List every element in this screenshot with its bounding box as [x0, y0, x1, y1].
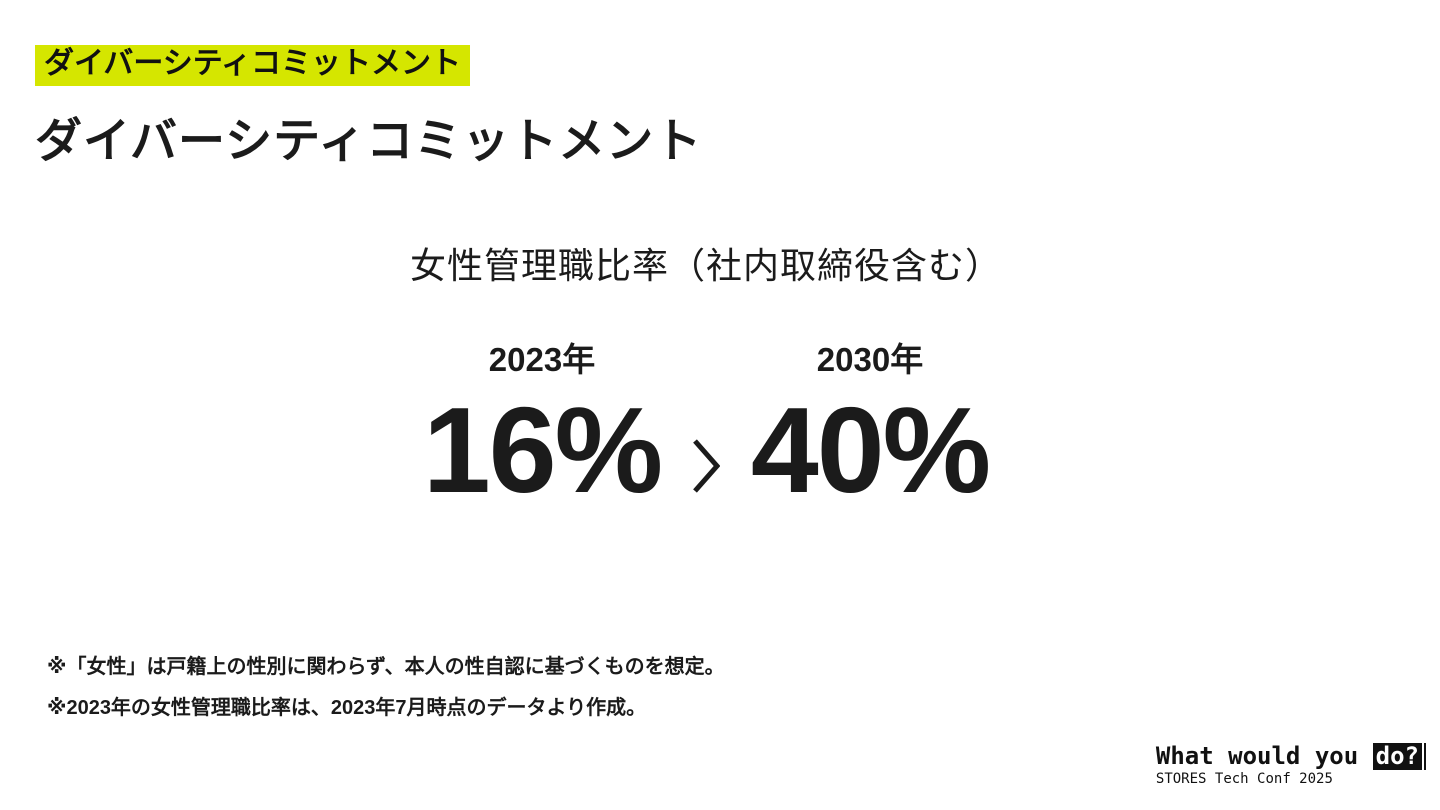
- footnotes: ※「女性」は戸籍上の性別に関わらず、本人の性自認に基づくものを想定。 ※2023…: [47, 655, 725, 737]
- stat-2030-year-label: 2030年: [816, 340, 924, 378]
- brand-logo-subtitle: STORES Tech Conf 2025: [1155, 771, 1333, 787]
- footnote-gender-definition: ※「女性」は戸籍上の性別に関わらず、本人の性自認に基づくものを想定。: [47, 656, 725, 678]
- footnote-data-source: ※2023年の女性管理職比率は、2023年7月時点のデータより作成。: [47, 697, 647, 719]
- text-cursor-icon: [1424, 742, 1426, 770]
- stat-2030-value: 40%: [750, 382, 991, 519]
- section-tag: ダイバーシティコミットメント: [35, 45, 470, 86]
- section-tag-label: ダイバーシティコミットメント: [44, 47, 461, 80]
- stat-2030: 2030年 40%: [721, 340, 1019, 512]
- brand-logo-tagline-text: What would you: [1155, 742, 1373, 771]
- stats-block: 女性管理職比率（社内取締役含む） 2023年 16% 2030年 40%: [0, 246, 1412, 511]
- stat-2023-value: 16%: [422, 382, 663, 519]
- chevron-right-icon: [691, 438, 721, 493]
- page-title: ダイバーシティコミットメント: [35, 114, 703, 167]
- brand-logo-tagline: What would you do?: [1155, 742, 1426, 771]
- stat-2023-year-label: 2023年: [488, 340, 596, 378]
- brand-logo: What would you do? STORES Tech Conf 2025: [1155, 742, 1426, 787]
- stat-2023: 2023年 16%: [393, 340, 691, 512]
- stats-row: 2023年 16% 2030年 40%: [0, 340, 1412, 512]
- stats-heading: 女性管理職比率（社内取締役含む）: [409, 245, 1002, 286]
- brand-logo-do-block: do?: [1372, 742, 1422, 770]
